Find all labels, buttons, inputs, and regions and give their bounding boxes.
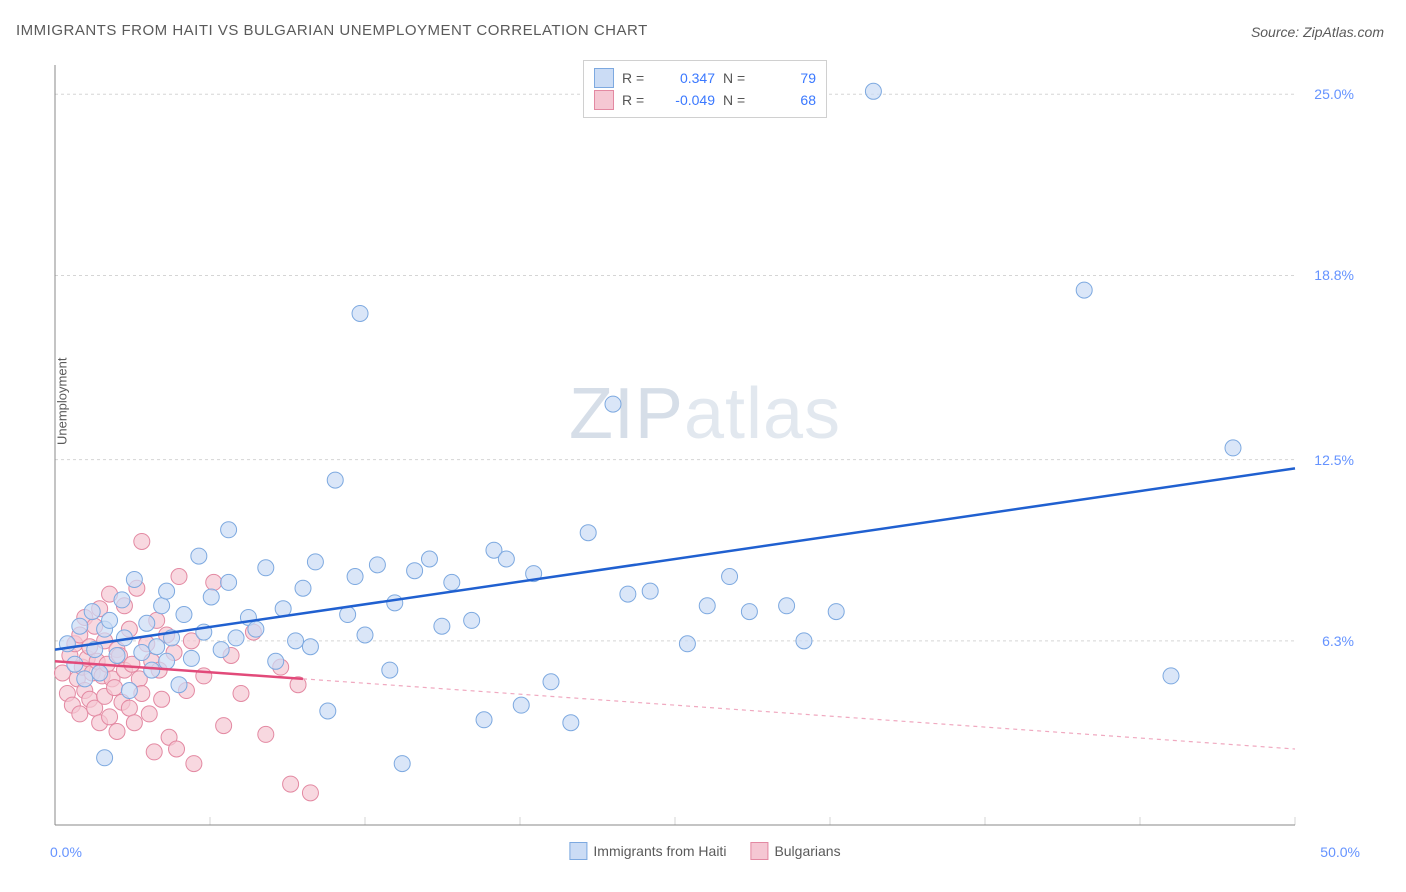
chart-svg (50, 60, 1360, 830)
legend-item-haiti: Immigrants from Haiti (569, 842, 726, 860)
legend-swatch-bulgarians-bottom (750, 842, 768, 860)
legend-swatch-haiti (594, 68, 614, 88)
legend-row-bulgarians: R = -0.049 N = 68 (594, 89, 816, 111)
legend-label-bulgarians: Bulgarians (774, 843, 840, 859)
x-axis-min-label: 0.0% (50, 844, 82, 860)
legend-row-haiti: R = 0.347 N = 79 (594, 67, 816, 89)
plot-area: Unemployment ZIPatlas R = 0.347 N = 79 R… (50, 60, 1360, 830)
source-label: Source: ZipAtlas.com (1251, 24, 1384, 40)
r-label: R = (622, 70, 652, 86)
legend-label-haiti: Immigrants from Haiti (593, 843, 726, 859)
legend-swatch-haiti-bottom (569, 842, 587, 860)
series-legend: Immigrants from Haiti Bulgarians (569, 842, 840, 860)
legend-item-bulgarians: Bulgarians (750, 842, 840, 860)
n-value-bulgarians: 68 (761, 92, 816, 108)
r-value-bulgarians: -0.049 (660, 92, 715, 108)
n-label: N = (723, 70, 753, 86)
correlation-legend: R = 0.347 N = 79 R = -0.049 N = 68 (583, 60, 827, 118)
n-value-haiti: 79 (761, 70, 816, 86)
r-value-haiti: 0.347 (660, 70, 715, 86)
legend-swatch-bulgarians (594, 90, 614, 110)
chart-title: IMMIGRANTS FROM HAITI VS BULGARIAN UNEMP… (16, 22, 648, 39)
r-label: R = (622, 92, 652, 108)
x-axis-max-label: 50.0% (1320, 844, 1360, 860)
n-label: N = (723, 92, 753, 108)
